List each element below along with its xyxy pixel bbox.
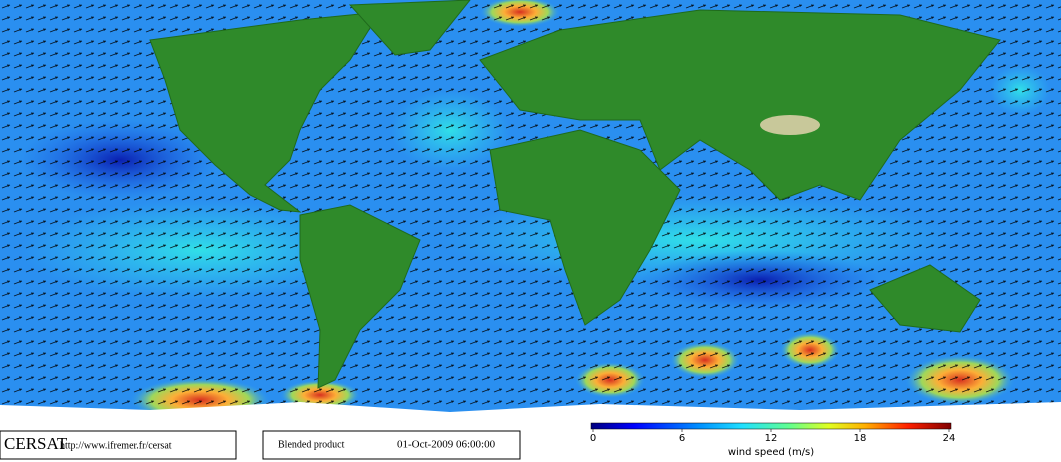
product-box [262, 430, 521, 460]
colorbar-ramp [590, 422, 952, 430]
colorbar-tick-label: 24 [943, 433, 956, 444]
colorbar-label: wind speed (m/s) [728, 447, 814, 458]
plateau [760, 115, 820, 135]
colorbar: wind speed (m/s) 0 6 12 18 24 [590, 422, 956, 458]
continents [149, 0, 1001, 389]
australia [869, 264, 981, 333]
colorbar-tick-label: 12 [765, 433, 778, 444]
north-america [149, 11, 381, 213]
map [0, 0, 1061, 430]
colorbar-tick-label: 0 [590, 433, 596, 444]
datetime: 01-Oct-2009 06:00:00 [397, 439, 496, 451]
footer: CERSAT http://www.ifremer.fr/cersat Blen… [0, 430, 521, 460]
product: Blended product [278, 439, 345, 450]
colorbar-tick-label: 18 [854, 433, 867, 444]
url: http://www.ifremer.fr/cersat [60, 440, 172, 451]
logo: CERSAT [4, 434, 68, 453]
eurasia [479, 9, 1001, 201]
south-america [299, 204, 421, 389]
greenland [348, 0, 471, 56]
africa [489, 129, 681, 326]
colorbar-tick-label: 6 [679, 433, 685, 444]
logo-box [0, 430, 237, 460]
